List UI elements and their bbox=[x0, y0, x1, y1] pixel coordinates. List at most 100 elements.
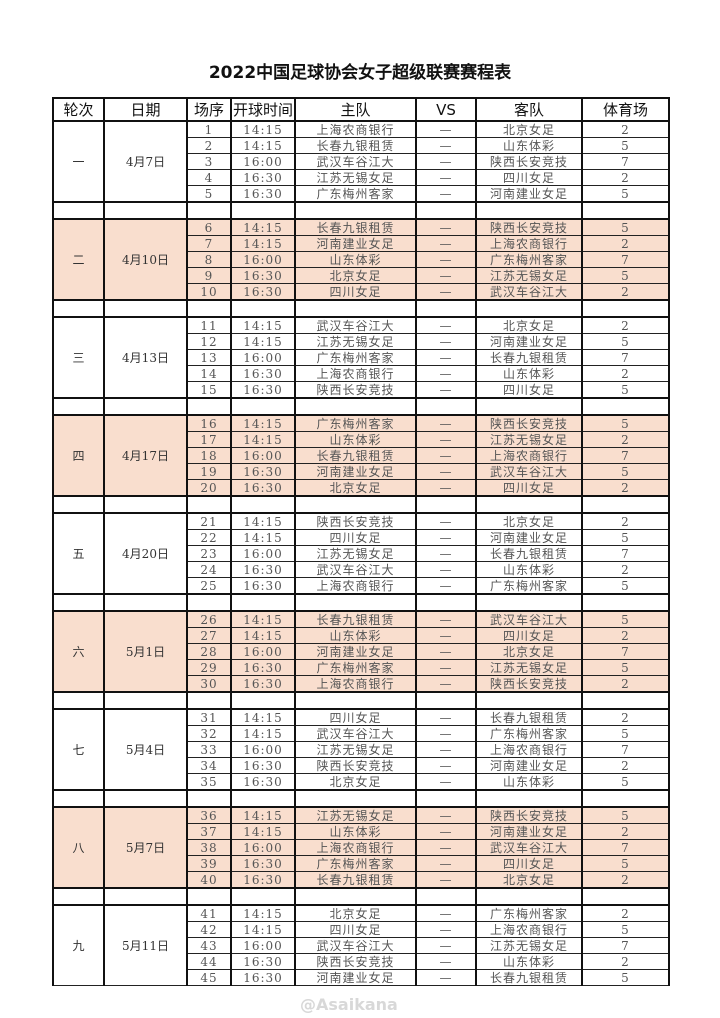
date-cell: 5月1日 bbox=[103, 610, 188, 693]
away-team-cell: 武汉车谷江大 bbox=[475, 839, 583, 856]
match-no-cell-text: 37 bbox=[200, 824, 218, 839]
date-cell-text: 5月7日 bbox=[125, 840, 166, 855]
kickoff-cell-text: 14:15 bbox=[243, 514, 283, 529]
stadium-cell: 2 bbox=[581, 904, 670, 922]
stadium-cell: 2 bbox=[581, 169, 670, 186]
away-team-cell-text: 上海农商银行 bbox=[489, 742, 568, 757]
kickoff-cell: 16:00 bbox=[230, 349, 296, 366]
spacer-cell bbox=[103, 593, 188, 612]
home-team-cell-text: 北京女足 bbox=[329, 774, 382, 789]
away-team-cell: 武汉车谷江大 bbox=[475, 283, 583, 301]
spacer-cell bbox=[415, 789, 477, 808]
home-team-cell-text: 河南建业女足 bbox=[316, 236, 395, 251]
match-no-cell: 2 bbox=[186, 137, 232, 154]
match-no-cell-text: 27 bbox=[200, 628, 218, 643]
spacer-cell bbox=[294, 691, 417, 710]
stadium-cell-text: 5 bbox=[621, 334, 630, 349]
stadium-cell: 2 bbox=[581, 675, 670, 693]
match-no-cell-text: 3 bbox=[204, 154, 214, 169]
away-team-cell: 上海农商银行 bbox=[475, 741, 583, 758]
match-no-cell: 44 bbox=[186, 953, 232, 970]
away-team-cell: 陕西长安竞技 bbox=[475, 806, 583, 824]
spacer-cell bbox=[186, 789, 232, 808]
stadium-cell-text: 7 bbox=[621, 938, 630, 953]
spacer-cell bbox=[294, 397, 417, 416]
home-team-cell-text: 北京女足 bbox=[329, 480, 382, 495]
stadium-cell-text: 2 bbox=[621, 236, 630, 251]
date-cell-text: 4月7日 bbox=[125, 154, 166, 169]
match-row: 2 14:15 长春九银租赁 — 山东体彩 5 bbox=[53, 137, 670, 154]
home-team-cell: 江苏无锡女足 bbox=[294, 333, 417, 350]
vs-cell-text: — bbox=[439, 432, 453, 447]
home-team-cell-text: 陕西长安竞技 bbox=[316, 758, 395, 773]
kickoff-cell-text: 16:30 bbox=[243, 186, 283, 201]
match-no-cell: 32 bbox=[186, 725, 232, 742]
vs-cell-text: — bbox=[439, 236, 453, 251]
kickoff-cell-text: 14:15 bbox=[243, 138, 283, 153]
match-no-cell: 40 bbox=[186, 871, 232, 889]
home-team-cell: 山东体彩 bbox=[294, 431, 417, 448]
vs-cell-text: — bbox=[439, 758, 453, 773]
stadium-cell: 2 bbox=[581, 316, 670, 334]
kickoff-cell: 14:15 bbox=[230, 904, 296, 922]
away-team-cell: 上海农商银行 bbox=[475, 921, 583, 938]
home-team-cell: 上海农商银行 bbox=[294, 365, 417, 382]
vs-cell: — bbox=[415, 561, 477, 578]
spacer-cell bbox=[103, 887, 188, 906]
home-team-cell: 武汉车谷江大 bbox=[294, 725, 417, 742]
match-no-cell-text: 29 bbox=[200, 660, 218, 675]
spacer-cell bbox=[294, 201, 417, 220]
spacer-cell bbox=[415, 299, 477, 318]
away-team-cell: 江苏无锡女足 bbox=[475, 267, 583, 284]
vs-cell: — bbox=[415, 725, 477, 742]
vs-cell-text: — bbox=[439, 154, 453, 169]
spacer-cell bbox=[230, 691, 296, 710]
stadium-cell: 5 bbox=[581, 463, 670, 480]
header-row: 轮次 日期 场序 开球时间 主队 VS 客队 体育场 bbox=[52, 97, 670, 122]
home-team-cell-text: 山东体彩 bbox=[329, 432, 382, 447]
stadium-cell-text: 5 bbox=[621, 970, 630, 985]
away-team-cell-text: 四川女足 bbox=[502, 382, 555, 397]
match-row: 4 16:30 江苏无锡女足 — 四川女足 2 bbox=[53, 169, 670, 186]
kickoff-cell: 16:30 bbox=[230, 969, 296, 986]
kickoff-cell-text: 14:15 bbox=[243, 808, 283, 823]
spacer-cell bbox=[294, 887, 417, 906]
away-team-cell-text: 四川女足 bbox=[502, 628, 555, 643]
date-cell-text: 5月4日 bbox=[125, 742, 166, 757]
stadium-cell: 2 bbox=[581, 283, 670, 301]
stadium-cell: 5 bbox=[581, 610, 670, 628]
kickoff-cell-text: 16:30 bbox=[243, 170, 283, 185]
kickoff-cell: 16:30 bbox=[230, 659, 296, 676]
stadium-cell-text: 5 bbox=[621, 922, 630, 937]
match-row: 43 16:00 武汉车谷江大 — 江苏无锡女足 7 bbox=[53, 937, 670, 954]
round-cell: 九 bbox=[52, 904, 105, 986]
vs-cell-text: — bbox=[439, 284, 453, 299]
kickoff-cell: 16:30 bbox=[230, 479, 296, 497]
vs-cell-text: — bbox=[439, 186, 453, 201]
stadium-cell: 7 bbox=[581, 447, 670, 464]
home-team-cell: 武汉车谷江大 bbox=[294, 153, 417, 170]
date-cell: 4月7日 bbox=[103, 120, 188, 203]
home-team-cell: 上海农商银行 bbox=[294, 120, 417, 138]
stadium-cell-text: 7 bbox=[621, 742, 630, 757]
match-no-cell-text: 21 bbox=[200, 514, 218, 529]
vs-cell-text: — bbox=[439, 840, 453, 855]
vs-cell-text: — bbox=[439, 710, 453, 725]
kickoff-cell: 16:30 bbox=[230, 773, 296, 791]
stadium-cell: 5 bbox=[581, 806, 670, 824]
match-no-cell-text: 4 bbox=[204, 170, 214, 185]
home-team-cell: 长春九银租赁 bbox=[294, 447, 417, 464]
kickoff-cell: 14:15 bbox=[230, 806, 296, 824]
match-no-cell: 6 bbox=[186, 218, 232, 236]
away-team-cell: 山东体彩 bbox=[475, 137, 583, 154]
date-cell: 5月7日 bbox=[103, 806, 188, 889]
vs-cell-text: — bbox=[439, 970, 453, 985]
stadium-cell-text: 7 bbox=[621, 448, 630, 463]
away-team-cell: 北京女足 bbox=[475, 120, 583, 138]
kickoff-cell-text: 14:15 bbox=[243, 726, 283, 741]
vs-cell: — bbox=[415, 610, 477, 628]
home-team-cell: 四川女足 bbox=[294, 529, 417, 546]
kickoff-cell: 16:00 bbox=[230, 447, 296, 464]
kickoff-cell: 16:30 bbox=[230, 267, 296, 284]
kickoff-cell: 14:15 bbox=[230, 333, 296, 350]
